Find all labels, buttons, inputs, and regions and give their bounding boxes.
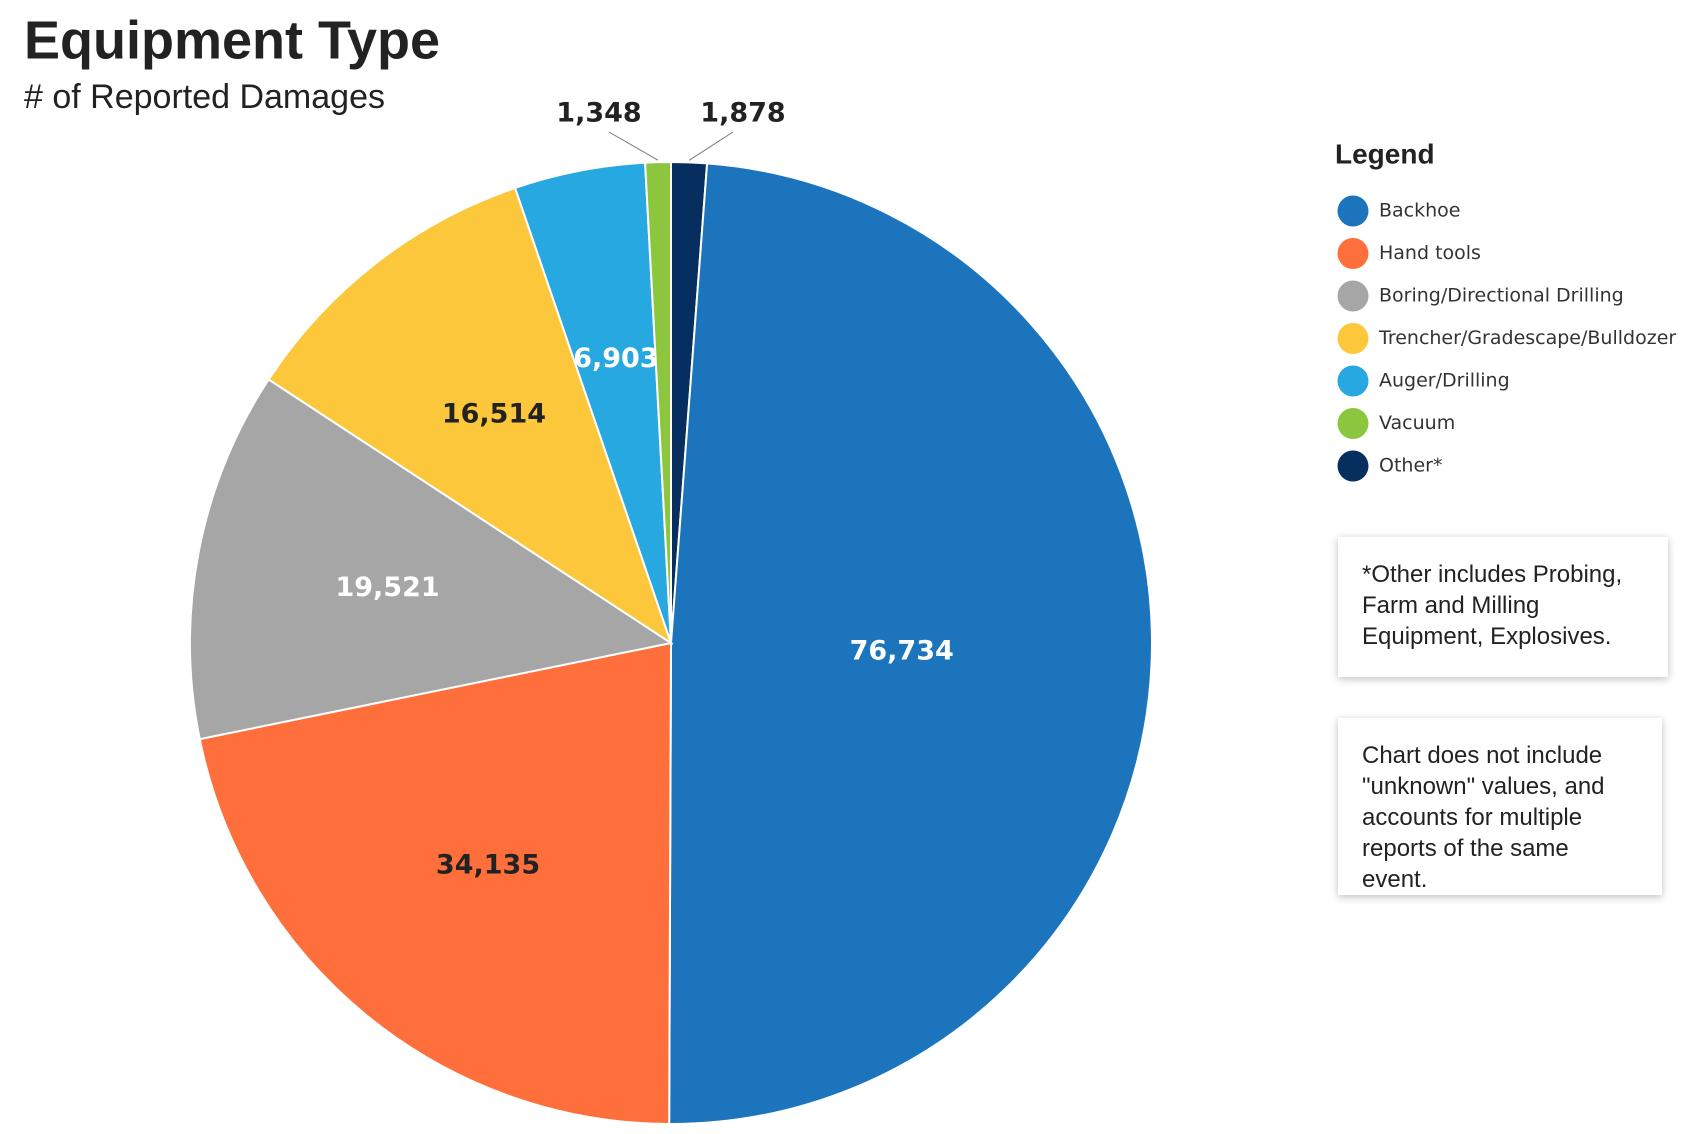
legend-swatch [1337,323,1369,354]
pie-slice [668,162,1153,1126]
data-label: 1,878 [700,98,785,129]
legend-label: Backhoe [1379,200,1460,222]
legend-label: Auger/Drilling [1379,370,1510,392]
data-label: 6,903 [573,343,658,374]
data-label: 19,521 [335,572,439,603]
legend-swatch [1337,195,1369,227]
note: Chart does not include "unknown" values,… [1338,718,1662,895]
legend-swatch [1337,238,1369,269]
data-label: 1,348 [556,98,641,129]
pie-slice [644,160,672,644]
pie-slice [198,641,673,1126]
legend-swatch [1337,280,1369,312]
legend-swatch [1337,365,1369,397]
data-label: 76,734 [850,636,954,667]
pie-slice [189,378,674,741]
legend-swatch [1337,408,1369,439]
chart-subtitle: # of Reported Damages [24,78,385,116]
leader-line [688,131,734,161]
note: *Other includes Probing, Farm and Millin… [1338,537,1668,677]
data-label: 16,514 [442,399,546,430]
legend-label: Trencher/Gradescape/Bulldozer [1378,327,1676,349]
pie-slice [267,186,673,646]
data-label: 34,135 [436,850,540,881]
legend-title: Legend [1335,138,1435,169]
leader-line [608,131,659,161]
legend-label: Other* [1379,455,1442,477]
chart-title: Equipment Type [24,10,440,70]
legend-swatch [1337,450,1369,482]
legend-label: Vacuum [1379,412,1455,434]
legend-label: Hand tools [1379,242,1481,264]
legend-label: Boring/Directional Drilling [1379,285,1624,307]
